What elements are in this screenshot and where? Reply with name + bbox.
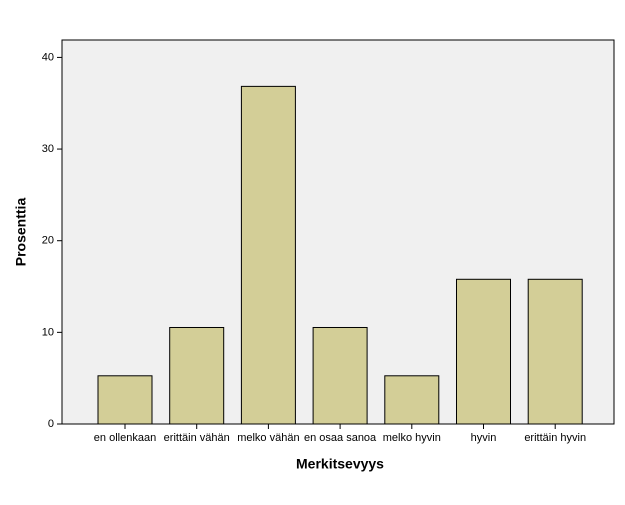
y-tick-label: 40 xyxy=(42,51,54,63)
x-axis-title: Merkitsevyys xyxy=(296,456,384,472)
x-tick-label: erittäin vähän xyxy=(164,432,230,444)
bar xyxy=(240,85,296,425)
x-tick-label: en osaa sanoa xyxy=(304,432,377,444)
x-tick-label: erittäin hyvin xyxy=(524,432,586,444)
bar xyxy=(97,375,153,425)
x-tick-label: en ollenkaan xyxy=(94,432,156,444)
x-tick-label: hyvin xyxy=(471,432,497,444)
y-tick-label: 30 xyxy=(42,143,54,155)
bar xyxy=(384,375,440,425)
x-tick-label: melko vähän xyxy=(237,432,299,444)
y-tick-label: 10 xyxy=(42,326,54,338)
y-tick-label: 0 xyxy=(48,418,54,430)
bar xyxy=(456,278,511,425)
bar xyxy=(169,326,225,425)
x-tick-label: melko hyvin xyxy=(383,432,441,444)
bar xyxy=(312,326,368,425)
y-tick-label: 20 xyxy=(42,235,54,247)
y-axis-title: Prosenttia xyxy=(13,198,29,267)
bar xyxy=(527,278,583,425)
